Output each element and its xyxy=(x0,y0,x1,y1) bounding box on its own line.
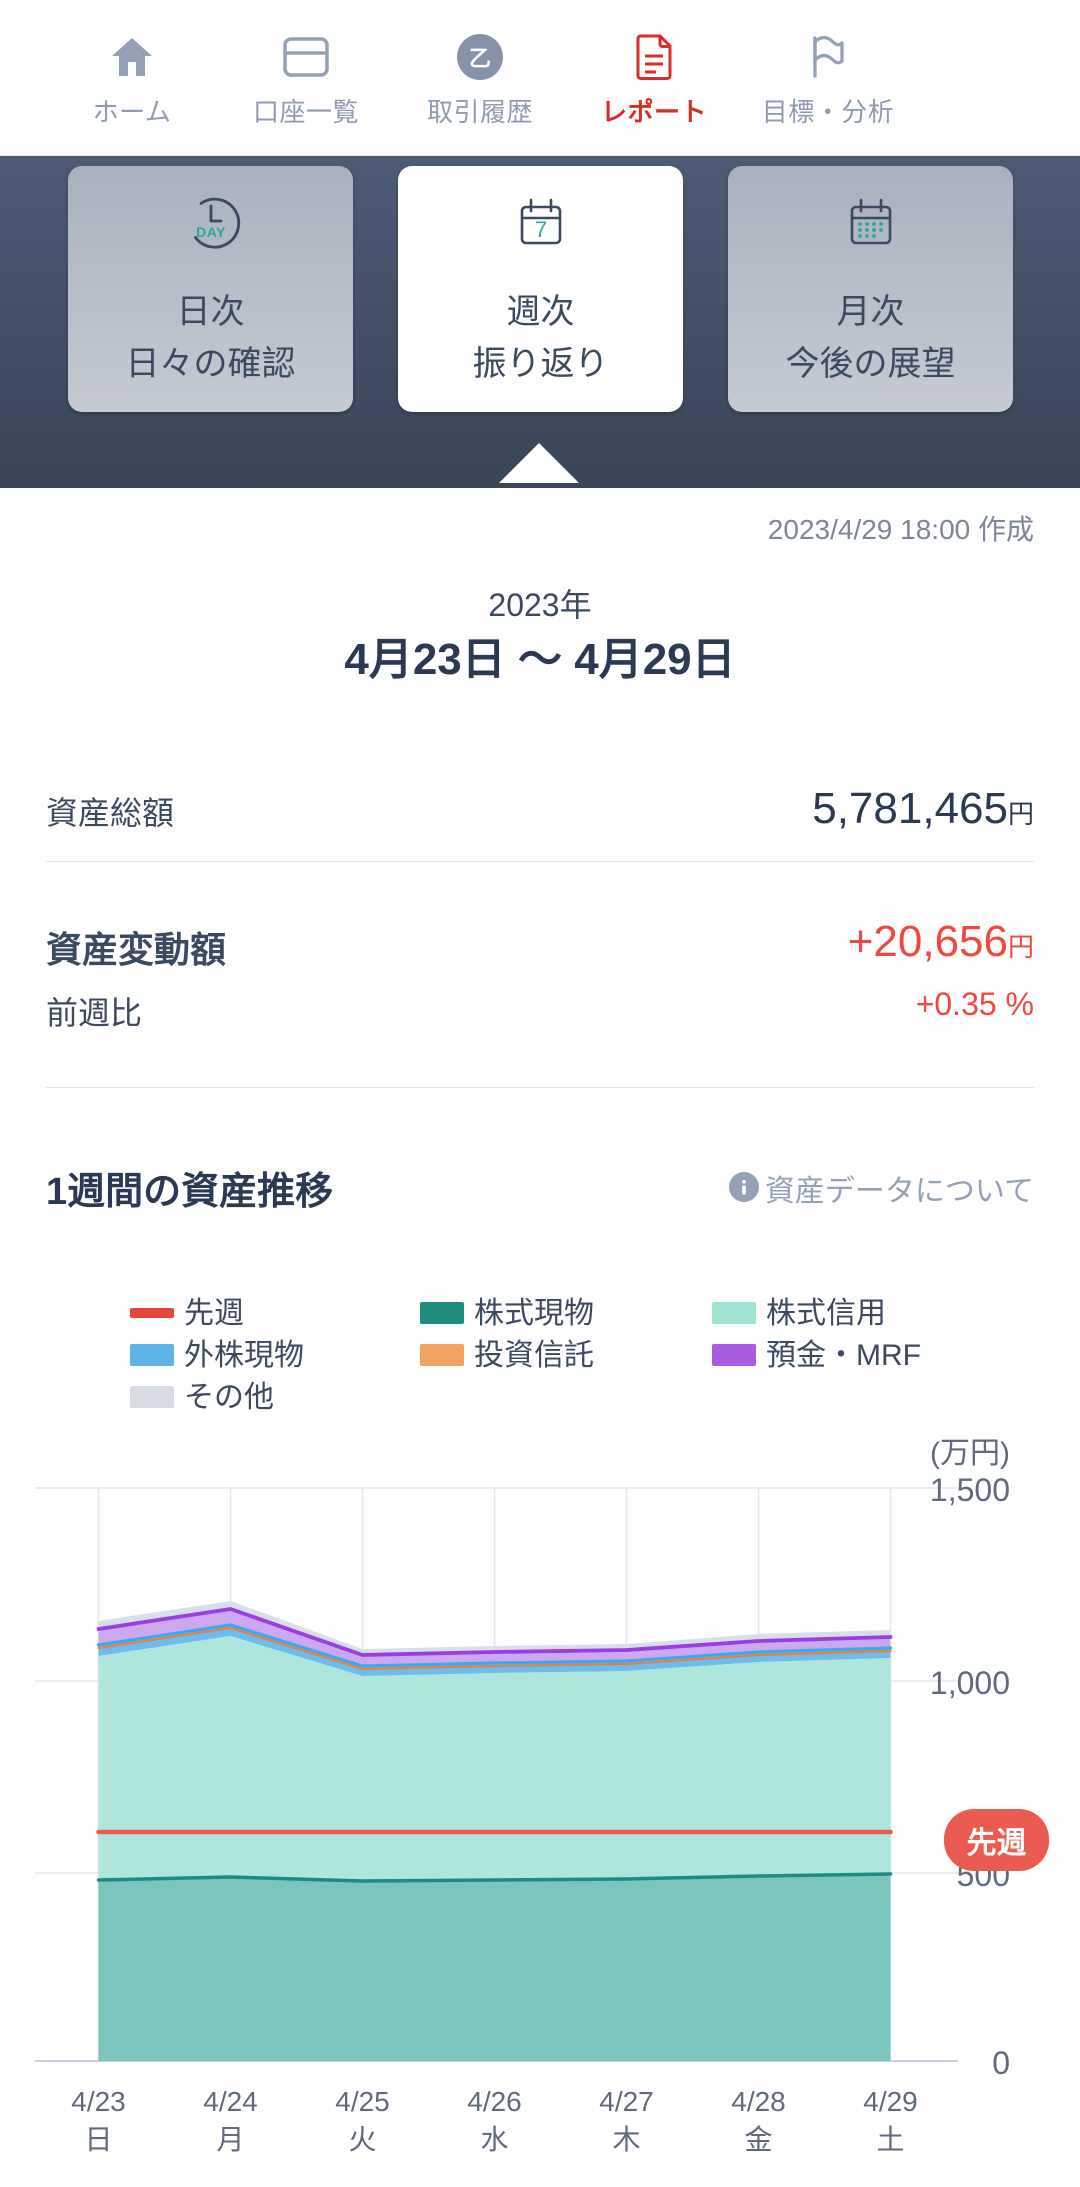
svg-text:1,500: 1,500 xyxy=(930,1472,1010,1508)
svg-text:0: 0 xyxy=(992,2045,1010,2081)
svg-text:乙: 乙 xyxy=(469,46,491,71)
svg-text:7: 7 xyxy=(534,217,546,242)
svg-text:DAY: DAY xyxy=(196,224,226,240)
svg-text:(万円): (万円) xyxy=(930,1437,1010,1470)
svg-text:1,000: 1,000 xyxy=(930,1665,1010,1701)
